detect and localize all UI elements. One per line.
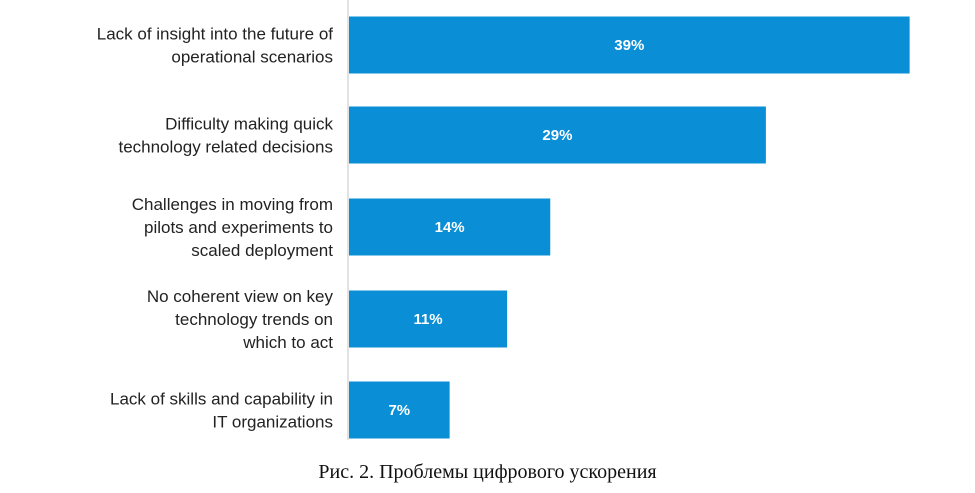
category-label-line: Lack of skills and capability in [110,390,333,409]
value-label-2: 29% [542,127,572,144]
value-label-3: 14% [435,219,465,236]
bar-5 [349,381,450,439]
value-label-4: 11% [413,311,442,328]
bar-1 [349,16,910,74]
bar-3 [349,198,551,256]
category-label-line: No coherent view on key [147,287,334,306]
category-label-line: pilots and experiments to [144,218,333,237]
category-label-3: Challenges in moving from pilots and expe… [132,195,334,260]
category-label-4: No coherent view on key technology trends… [147,287,334,352]
category-label-line: Lack of insight into the future of [97,25,334,44]
bar-2 [349,106,766,164]
category-label-line: Difficulty making quick [165,115,333,134]
horizontal-bar-chart: 39% Lack of insight into the future of ope… [97,0,910,440]
category-label-5: Lack of skills and capability in IT organ… [110,390,333,432]
category-label-line: scaled deployment [191,241,333,260]
category-label-line: Challenges in moving from [132,195,333,214]
value-label-5: 7% [388,402,410,419]
value-label-1: 39% [614,37,644,54]
category-label-2: Difficulty making quick technology relate… [118,115,333,157]
category-label-line: technology trends on [175,310,333,329]
category-label-line: technology related decisions [118,138,333,157]
bar-4 [349,290,508,348]
category-label-line: IT organizations [212,413,333,432]
category-label-line: which to act [242,333,333,352]
figure-caption: Рис. 2. Проблемы цифрового ускорения [318,461,657,483]
category-label-line: operational scenarios [171,48,333,67]
category-label-1: Lack of insight into the future of operat… [97,25,334,67]
